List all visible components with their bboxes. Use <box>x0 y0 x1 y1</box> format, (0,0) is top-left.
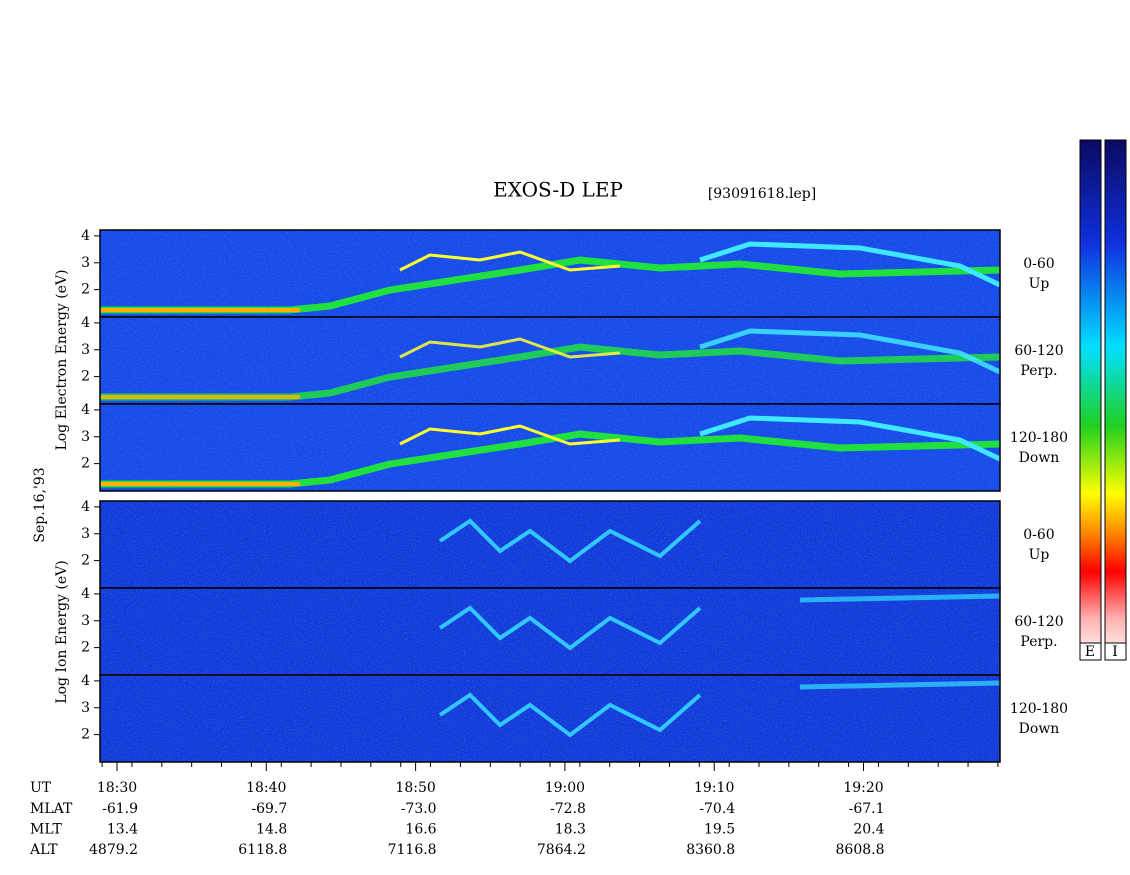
spectrogram-feature <box>699 328 1002 375</box>
spectrogram <box>100 404 1002 491</box>
ephemeris-value: 19.5 <box>704 822 735 838</box>
panel-direction: Perp. <box>1020 634 1057 650</box>
ephemeris-value: -73.0 <box>401 801 437 817</box>
spectrogram <box>100 230 1002 317</box>
ephemeris-name: ALT <box>29 842 58 858</box>
spectrogram <box>100 501 1000 588</box>
y-tick-label: 3 <box>81 700 90 716</box>
colorbar <box>1104 139 1127 661</box>
ephemeris-value: 20.4 <box>853 822 884 838</box>
ephemeris-value: 4879.2 <box>89 842 138 858</box>
y-tick-label: 4 <box>81 499 90 515</box>
y-tick-label: 2 <box>81 456 90 472</box>
file-name: [93091618.lep] <box>708 186 816 202</box>
ephemeris-value: -70.4 <box>699 801 735 817</box>
y-tick-label: 3 <box>81 526 90 542</box>
spectrogram-feature <box>100 430 1001 488</box>
panel-angle: 0-60 <box>1023 256 1054 272</box>
y-tick-label: 3 <box>81 613 90 629</box>
spectrogram-feature <box>100 256 1001 314</box>
y-tick-label: 2 <box>81 369 90 385</box>
spectrogram-feature <box>799 593 1001 603</box>
time-label: 19:20 <box>843 780 883 796</box>
spectrogram-feature <box>100 343 1001 401</box>
spectrogram-feature <box>438 518 702 564</box>
spectrogram <box>100 675 1001 762</box>
panel-direction: Perp. <box>1020 363 1057 379</box>
y-tick-label: 4 <box>81 315 90 331</box>
y-tick-label: 3 <box>81 342 90 358</box>
spectrogram-feature <box>799 680 1001 690</box>
colorbar-box <box>1079 642 1102 661</box>
panel-angle: 120-180 <box>1010 701 1068 717</box>
ephemeris-value: -61.9 <box>102 801 138 817</box>
y-tick-label: 4 <box>81 673 90 689</box>
ephemeris-value: -72.8 <box>550 801 586 817</box>
y-tick-label: 3 <box>81 255 90 271</box>
y-tick-label: 4 <box>81 402 90 418</box>
time-label: 18:50 <box>395 780 435 796</box>
panel-angle: 0-60 <box>1023 527 1054 543</box>
colorbar-box <box>1104 642 1127 661</box>
ephemeris-value: 18.3 <box>555 822 586 838</box>
spectrogram-feature <box>438 605 702 651</box>
ephemeris-value: 14.8 <box>256 822 287 838</box>
ephemeris-value: 13.4 <box>107 822 138 838</box>
y-tick-label: 2 <box>81 640 90 656</box>
y-tick-label: 4 <box>81 228 90 244</box>
y-tick-label: 4 <box>81 586 90 602</box>
spectrogram <box>100 588 1001 675</box>
ephemeris-value: 8360.8 <box>686 842 735 858</box>
electron-axis-label: Log Electron Energy (eV) <box>54 269 70 450</box>
title: EXOS-D LEP <box>493 178 623 202</box>
date-label: Sep.16,'93 <box>32 467 48 542</box>
y-tick-label: 2 <box>81 282 90 298</box>
colorbar-label: I <box>1112 644 1118 660</box>
panel-direction: Up <box>1029 547 1050 563</box>
panel-direction: Up <box>1029 276 1050 292</box>
time-label: 19:00 <box>545 780 585 796</box>
ephemeris-value: -69.7 <box>251 801 287 817</box>
ephemeris-name: MLAT <box>30 801 73 817</box>
panel-angle: 60-120 <box>1014 343 1063 359</box>
ephemeris-value: 7864.2 <box>537 842 586 858</box>
ephemeris-name: UT <box>30 780 52 796</box>
spectrogram-feature <box>699 241 1002 288</box>
colorbar <box>1079 139 1102 661</box>
spectrogram-feature <box>399 424 621 446</box>
panel-angle: 120-180 <box>1010 430 1068 446</box>
panel-angle: 60-120 <box>1014 614 1063 630</box>
spectrogram-feature <box>699 415 1002 462</box>
spectrogram-feature <box>399 250 621 272</box>
panel-direction: Down <box>1019 721 1060 737</box>
time-label: 19:10 <box>694 780 734 796</box>
spectrogram-feature <box>438 692 702 738</box>
time-label: 18:40 <box>246 780 286 796</box>
spectrogram-feature <box>399 337 621 359</box>
ephemeris-value: -67.1 <box>849 801 885 817</box>
ephemeris-value: 8608.8 <box>836 842 885 858</box>
ephemeris-value: 16.6 <box>405 822 436 838</box>
y-tick-label: 3 <box>81 429 90 445</box>
ephemeris-value: 6118.8 <box>238 842 287 858</box>
ephemeris-value: 7116.8 <box>388 842 437 858</box>
ion-axis-label: Log Ion Energy (eV) <box>54 560 70 703</box>
time-label: 18:30 <box>97 780 137 796</box>
y-tick-label: 2 <box>81 727 90 743</box>
spectrogram <box>100 317 1002 404</box>
panel-frame <box>99 403 1001 492</box>
colorbar-label: E <box>1085 644 1095 660</box>
panel-direction: Down <box>1019 450 1060 466</box>
y-tick-label: 2 <box>81 553 90 569</box>
ephemeris-name: MLT <box>30 822 62 838</box>
